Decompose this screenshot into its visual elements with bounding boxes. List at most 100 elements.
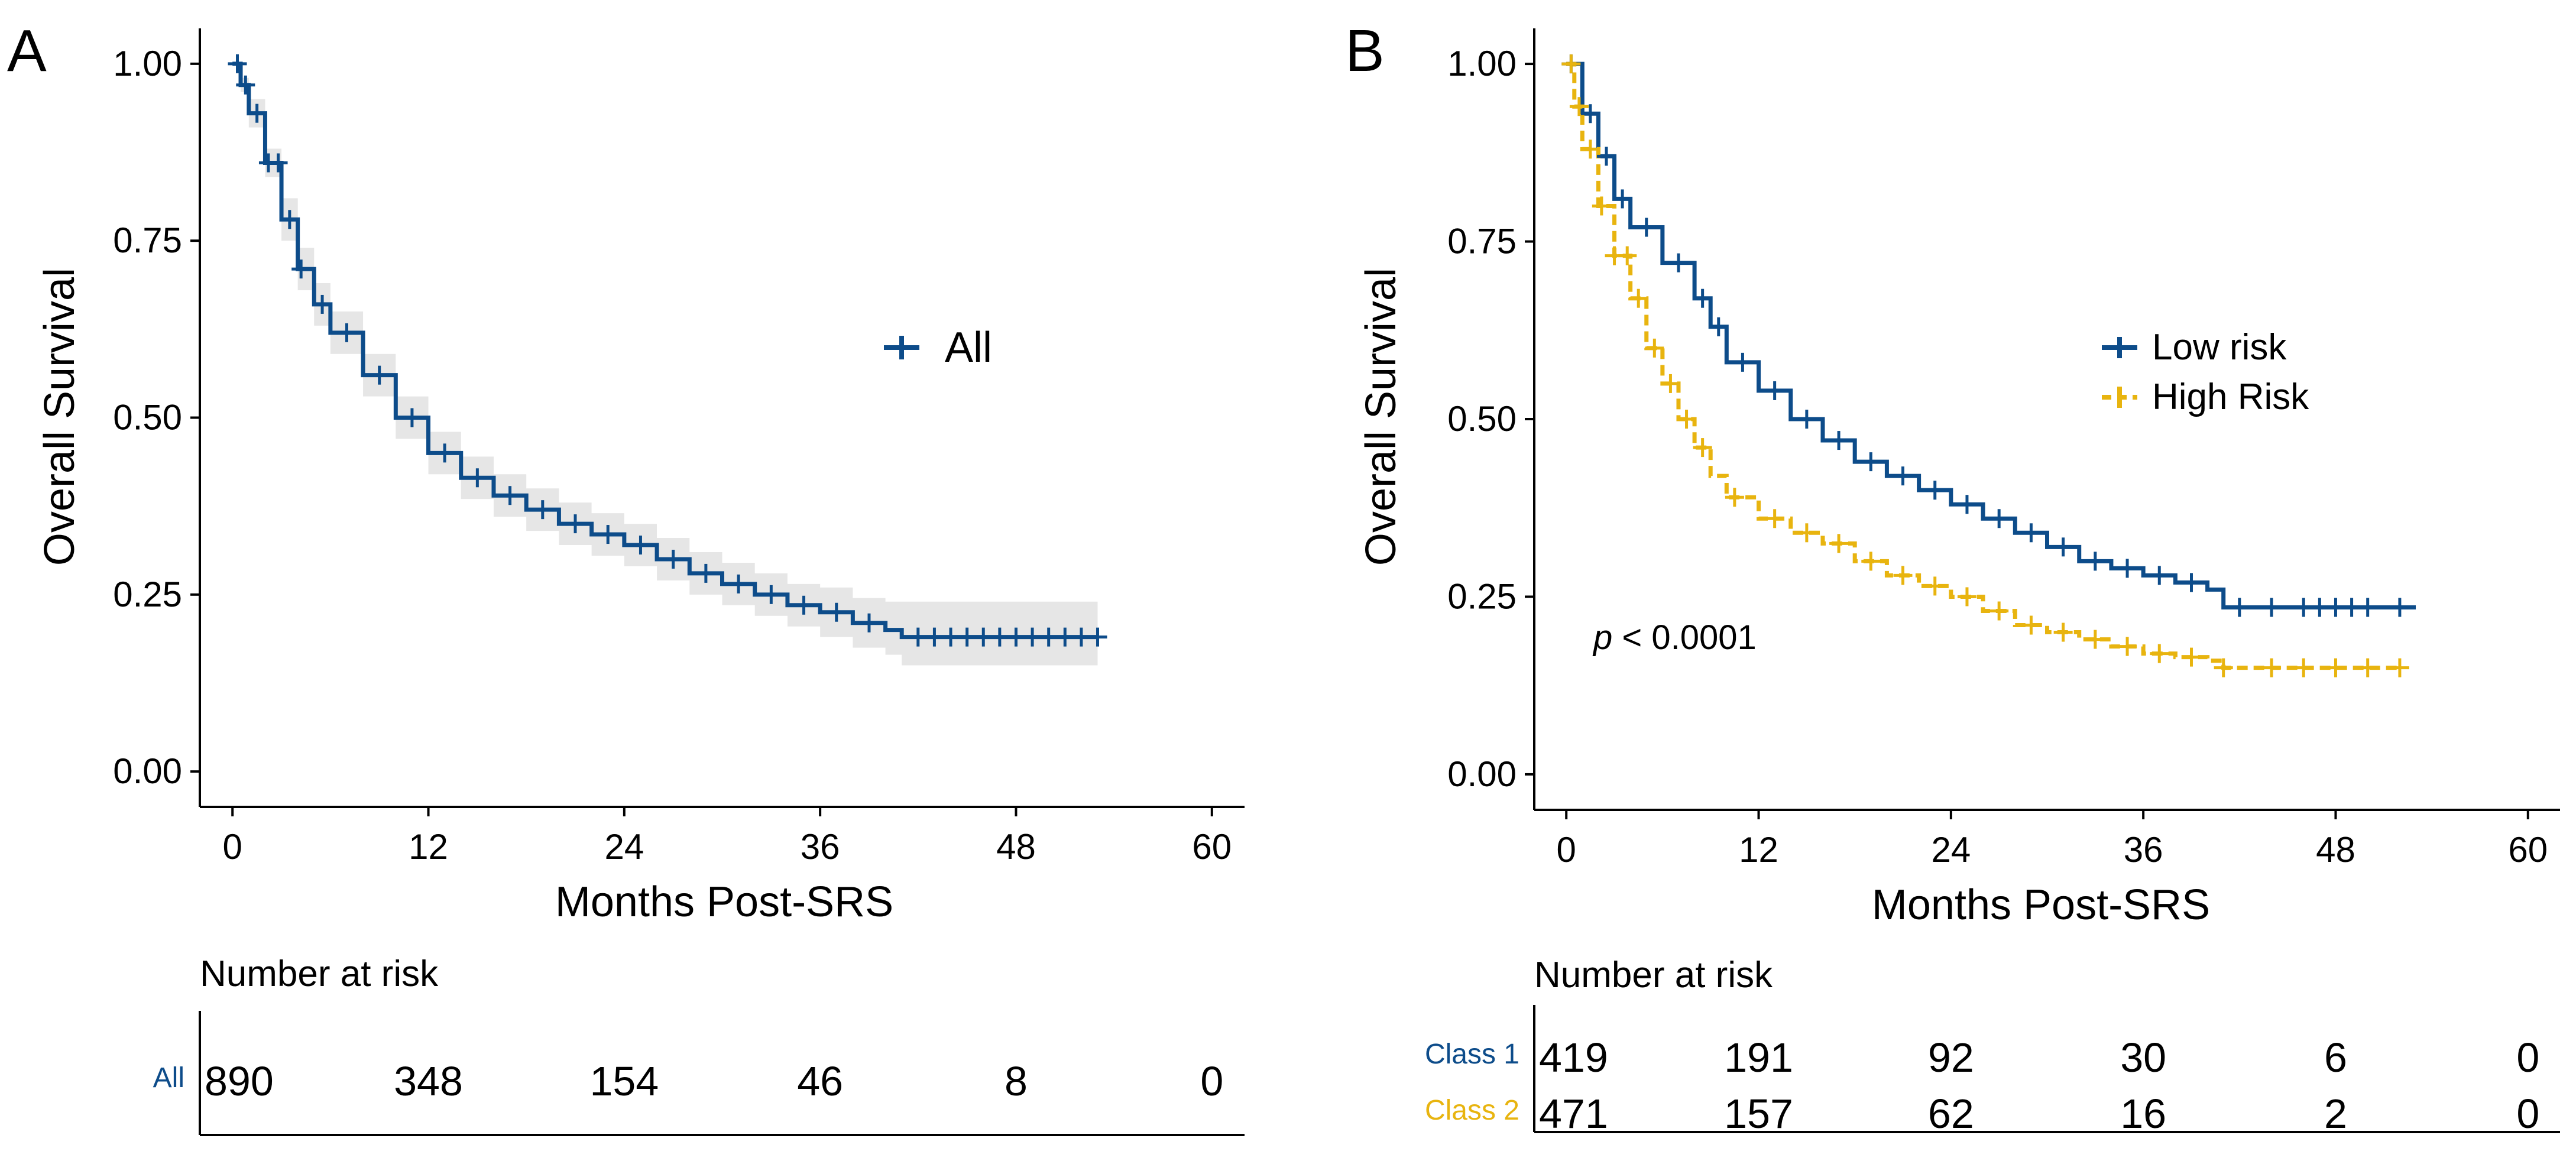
risk-row-label: Class 1	[1425, 1039, 1519, 1070]
y-tick-label: 0.75	[1447, 222, 1517, 261]
censor-mark	[1861, 552, 1881, 571]
censor-mark	[2085, 630, 2105, 649]
censor-mark	[2150, 566, 2169, 585]
censor-mark	[794, 595, 814, 615]
risk-value: 0	[1200, 1058, 1223, 1104]
censor-mark	[1693, 438, 1712, 458]
censor-mark	[1618, 246, 1637, 265]
censor-mark	[1023, 627, 1042, 647]
y-tick-label: 0.50	[1447, 399, 1517, 439]
x-tick-label: 60	[2508, 830, 2548, 870]
censor-mark	[1637, 218, 1656, 237]
panel-a-axes	[190, 28, 1245, 816]
panel-a-legend: All	[884, 324, 992, 371]
censor-mark	[2310, 598, 2329, 617]
censor-mark	[2262, 658, 2282, 677]
censor-mark	[291, 260, 311, 279]
x-tick-label: 0	[1557, 830, 1576, 870]
x-tick-label: 60	[1192, 827, 1232, 867]
censor-mark	[941, 627, 961, 647]
panel-b-censor-marks	[1561, 54, 2409, 677]
censor-mark	[1797, 410, 1816, 429]
censor-mark	[1797, 523, 1816, 543]
x-tick-label: 36	[801, 827, 840, 867]
panel-a-confidence-band	[232, 63, 1098, 666]
risk-row-label: All	[153, 1062, 184, 1094]
panel-b-risk-table-header: Number at risk	[1534, 955, 1773, 995]
risk-value: 419	[1539, 1034, 1608, 1081]
censor-mark	[1569, 97, 1589, 116]
panel-b-survival-curves	[1566, 61, 2416, 670]
risk-value: 6	[2324, 1034, 2347, 1081]
censor-mark	[663, 549, 683, 569]
panel-b-letter: B	[1345, 18, 1385, 84]
y-tick-label: 1.00	[1447, 44, 1517, 83]
y-tick-label: 0.00	[1447, 754, 1517, 794]
censor-mark	[1668, 253, 1688, 273]
risk-value: 30	[2120, 1034, 2166, 1081]
x-tick-label: 12	[409, 827, 448, 867]
censor-mark	[2118, 559, 2137, 578]
censor-mark	[925, 627, 944, 647]
x-tick-label: 24	[604, 827, 644, 867]
censor-mark	[598, 525, 618, 544]
panel-b-p-value-symbol: p	[1592, 618, 1612, 657]
censor-mark	[1677, 410, 1696, 429]
x-tick-label: 48	[996, 827, 1036, 867]
censor-mark	[1580, 140, 1600, 159]
censor-mark	[1645, 338, 1664, 358]
censor-mark	[1925, 481, 1945, 500]
panel-a-risk-table: All 890 348 154 46 8 0	[153, 1011, 1245, 1136]
x-tick-label: 0	[223, 827, 242, 867]
risk-value: 191	[1724, 1034, 1793, 1081]
censor-mark	[2053, 622, 2073, 642]
censor-mark	[2342, 598, 2361, 617]
censor-mark	[533, 500, 552, 520]
panel-a-legend-label-all: All	[945, 324, 992, 371]
censor-mark	[2214, 658, 2233, 677]
censor-mark	[1829, 534, 1849, 553]
censor-mark	[2230, 598, 2249, 617]
censor-mark	[827, 602, 846, 622]
panel-b-p-value-text: < 0.0001	[1612, 618, 1757, 657]
censor-mark	[2326, 598, 2345, 617]
censor-mark	[236, 75, 255, 95]
risk-value: 0	[2516, 1034, 2539, 1081]
censor-mark	[313, 294, 332, 314]
censor-mark	[468, 468, 487, 488]
x-tick-label: 36	[2124, 830, 2163, 870]
censor-mark	[990, 627, 1009, 647]
panel-a-survival-curves	[232, 61, 1098, 640]
censor-mark	[1829, 431, 1849, 450]
censor-mark	[1661, 374, 1680, 393]
censor-mark	[2085, 552, 2105, 571]
risk-value: 157	[1724, 1091, 1793, 1137]
censor-mark	[1055, 627, 1075, 647]
panel-a-y-tick-labels: 0.00 0.25 0.50 0.75 1.00	[113, 44, 182, 791]
censor-mark	[2182, 573, 2201, 592]
censor-mark	[1989, 601, 2009, 621]
panel-a-censor-marks	[228, 54, 1107, 647]
x-tick-label: 24	[1931, 830, 1971, 870]
censor-mark	[2390, 658, 2409, 677]
y-tick-label: 0.75	[113, 220, 182, 260]
censor-mark	[1693, 288, 1712, 308]
censor-mark	[228, 54, 247, 73]
censor-mark	[1613, 189, 1632, 209]
censor-mark	[1765, 381, 1784, 400]
censor-mark	[1861, 452, 1881, 472]
confidence-band	[232, 63, 1098, 666]
censor-mark	[247, 103, 267, 123]
panel-a-x-axis-title: Months Post-SRS	[555, 878, 893, 926]
censor-mark	[859, 613, 879, 633]
panel-b: B Overall Survival Months Post-SRS 0.000…	[1345, 18, 2560, 1137]
y-tick-label: 0.00	[113, 751, 182, 791]
panel-b-axes	[1525, 28, 2560, 819]
censor-mark	[435, 443, 455, 463]
censor-mark	[1592, 196, 1611, 216]
censor-mark	[1957, 495, 1976, 514]
censor-mark	[1039, 627, 1058, 647]
y-tick-label: 0.25	[1447, 576, 1517, 616]
risk-value: 62	[1928, 1091, 1974, 1137]
censor-mark	[1957, 587, 1976, 607]
